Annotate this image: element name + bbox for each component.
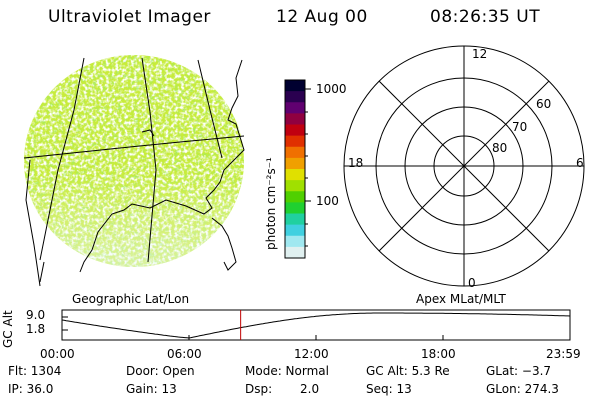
dsp-value: 2.0 [300, 382, 320, 396]
colorbar-swatch [285, 157, 305, 170]
gain-value: Gain: 13 [126, 382, 177, 396]
mlt-label-0: 0 [468, 276, 476, 290]
colorbar-swatch [285, 169, 305, 181]
altitude-xtick-2359: 23:59 [546, 347, 581, 361]
lat-label-70: 70 [512, 120, 528, 134]
mlt-label-6: 6 [576, 156, 584, 170]
colorbar-swatch [285, 124, 305, 137]
mlt-label-18: 18 [348, 156, 364, 170]
colorbar-swatch [285, 180, 305, 192]
colorbar-swatch [285, 235, 305, 248]
colorbar-swatch [285, 135, 305, 148]
colorbar-swatch [285, 113, 305, 126]
altitude-curve [61, 312, 571, 339]
colorbar-swatch [285, 202, 305, 215]
uv-image-globe [23, 55, 245, 287]
colorbar-swatch [285, 102, 305, 114]
colorbar-swatch [285, 146, 305, 159]
left-panel-label: Geographic Lat/Lon [72, 292, 190, 306]
flight-number: Flt: 1304 [8, 364, 62, 378]
altitude-plot [61, 309, 571, 341]
altitude-ytick-9: 9.0 [26, 308, 46, 322]
altitude-ytick-1_8: 1.8 [26, 322, 46, 336]
colorbar-swatch [285, 80, 305, 92]
observation-date: 12 Aug 00 [276, 7, 368, 27]
door-status: Door: Open [126, 364, 195, 378]
altitude-xtick-0000: 00:00 [40, 347, 75, 361]
mode-value: Mode: Normal [245, 364, 329, 378]
colorbar-unit-label: photon cm⁻²s⁻¹ [264, 157, 278, 250]
mlt-label-12: 12 [472, 47, 488, 61]
colorbar-swatch [285, 213, 305, 226]
colorbar-swatch [285, 191, 305, 203]
lat-label-80: 80 [492, 141, 508, 155]
colorbar-tick-100: 100 [316, 194, 339, 208]
geo-latitude: GLat: −3.7 [486, 364, 552, 378]
observation-time: 08:26:35 UT [430, 7, 541, 27]
altitude-xtick-0600: 06:00 [167, 347, 202, 361]
gc-altitude: GC Alt: 5.3 Re [366, 364, 450, 378]
colorbar-swatch [285, 224, 305, 237]
dsp-label: Dsp: [245, 382, 273, 396]
coastlines [39, 59, 245, 283]
colorbar-swatch [285, 246, 305, 259]
right-panel-label: Apex MLat/MLT [416, 292, 506, 306]
geo-longitude: GLon: 274.3 [486, 382, 559, 396]
colorbar [284, 79, 311, 259]
colorbar-swatch [285, 91, 305, 103]
altitude-xtick-1800: 18:00 [421, 347, 456, 361]
altitude-ylabel: GC Alt [1, 310, 15, 348]
polar-plot [343, 45, 585, 287]
instrument-title: Ultraviolet Imager [48, 7, 211, 27]
geo-grid [23, 57, 245, 287]
ip-value: IP: 36.0 [8, 382, 54, 396]
altitude-xtick-1200: 12:00 [294, 347, 329, 361]
colorbar-tick-1000: 1000 [316, 82, 347, 96]
lat-label-60: 60 [536, 97, 552, 111]
sequence-number: Seq: 13 [366, 382, 412, 396]
